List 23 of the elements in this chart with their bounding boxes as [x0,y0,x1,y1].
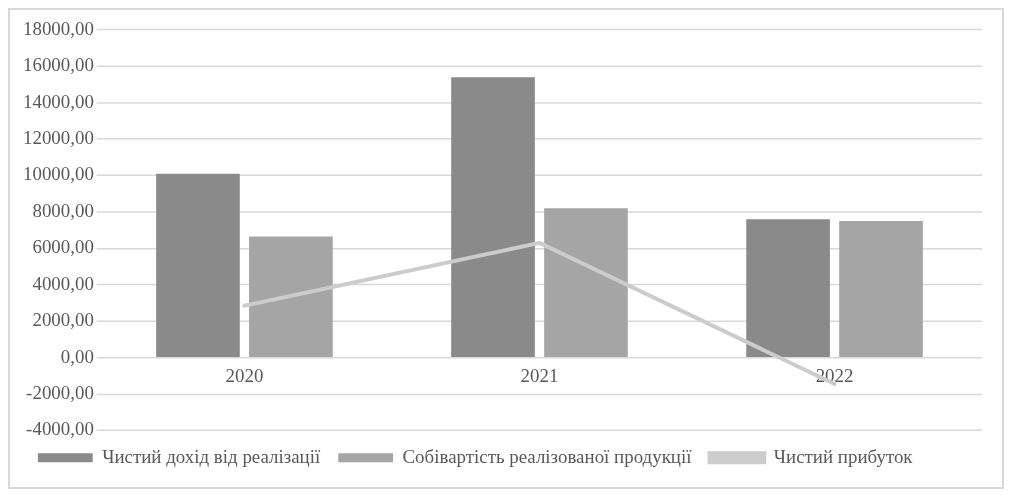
bar [839,221,923,357]
y-tick-label: 10000,00 [22,163,94,185]
y-tick-label: 4000,00 [32,272,94,294]
bar [746,219,830,357]
y-tick-label: 16000,00 [22,54,94,76]
x-tick-label: 2020 [225,364,264,386]
legend-label: Собівартість реалізованої продукції [402,445,693,467]
x-tick-label: 2021 [520,364,559,386]
y-tick-label: 8000,00 [32,199,94,221]
y-tick-label: -2000,00 [26,382,94,403]
bar [249,236,333,357]
legend-label: Чистий прибуток [773,445,914,467]
y-tick-label: 12000,00 [22,127,94,149]
y-tick-label: 0,00 [60,345,94,367]
legend-label: Чистий дохід від реалізації [102,445,321,467]
y-tick-label: 14000,00 [22,90,94,112]
bar [451,77,535,357]
bar [156,173,240,357]
y-tick-label: 18000,00 [22,17,94,39]
y-tick-label: 2000,00 [32,309,94,331]
y-tick-label: -4000,00 [26,418,94,440]
y-tick-label: 6000,00 [32,236,94,258]
bar [544,208,628,357]
